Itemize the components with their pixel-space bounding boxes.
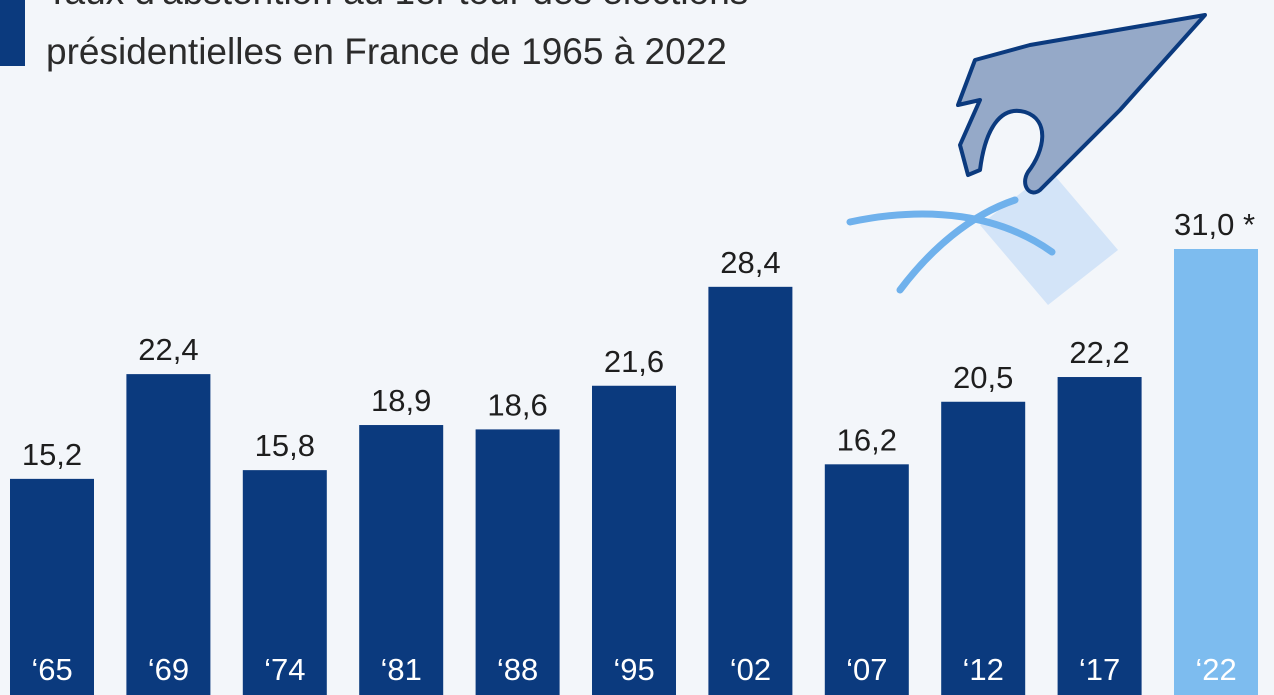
title-marker bbox=[0, 0, 25, 66]
x-tick-label: ‘69 bbox=[148, 652, 189, 687]
value-label: 22,2 bbox=[1069, 335, 1129, 370]
chart-title: présidentielles en France de 1965 à 2022 bbox=[46, 31, 727, 72]
x-tick-label: ‘22 bbox=[1195, 652, 1236, 687]
x-tick-label: ‘12 bbox=[963, 652, 1004, 687]
x-tick-label: ‘74 bbox=[264, 652, 305, 687]
value-label: 15,2 bbox=[22, 437, 82, 472]
x-tick-label: ‘02 bbox=[730, 652, 771, 687]
bar bbox=[708, 287, 792, 695]
x-tick-label: ‘88 bbox=[497, 652, 538, 687]
chart: Taux d'abstention au 1er tour des électi… bbox=[0, 0, 1274, 695]
value-label: 31,0 * bbox=[1174, 207, 1255, 242]
x-tick-label: ‘17 bbox=[1079, 652, 1120, 687]
bar bbox=[126, 374, 210, 695]
value-label: 16,2 bbox=[837, 422, 897, 457]
x-tick-label: ‘65 bbox=[31, 652, 72, 687]
value-label: 21,6 bbox=[604, 344, 664, 379]
value-label: 18,9 bbox=[371, 383, 431, 418]
bar bbox=[592, 386, 676, 695]
page: Taux d'abstention au 1er tour des électi… bbox=[0, 0, 1274, 695]
value-label: 22,4 bbox=[138, 332, 198, 367]
value-label: 15,8 bbox=[255, 428, 315, 463]
x-tick-label: ‘95 bbox=[613, 652, 654, 687]
bar bbox=[1174, 249, 1258, 695]
bar bbox=[941, 402, 1025, 695]
chart-title: Taux d'abstention au 1er tour des électi… bbox=[46, 0, 748, 12]
value-label: 18,6 bbox=[487, 387, 547, 422]
x-tick-label: ‘81 bbox=[381, 652, 422, 687]
bar bbox=[1058, 377, 1142, 695]
value-label: 28,4 bbox=[720, 245, 780, 280]
x-tick-label: ‘07 bbox=[846, 652, 887, 687]
value-label: 20,5 bbox=[953, 360, 1013, 395]
